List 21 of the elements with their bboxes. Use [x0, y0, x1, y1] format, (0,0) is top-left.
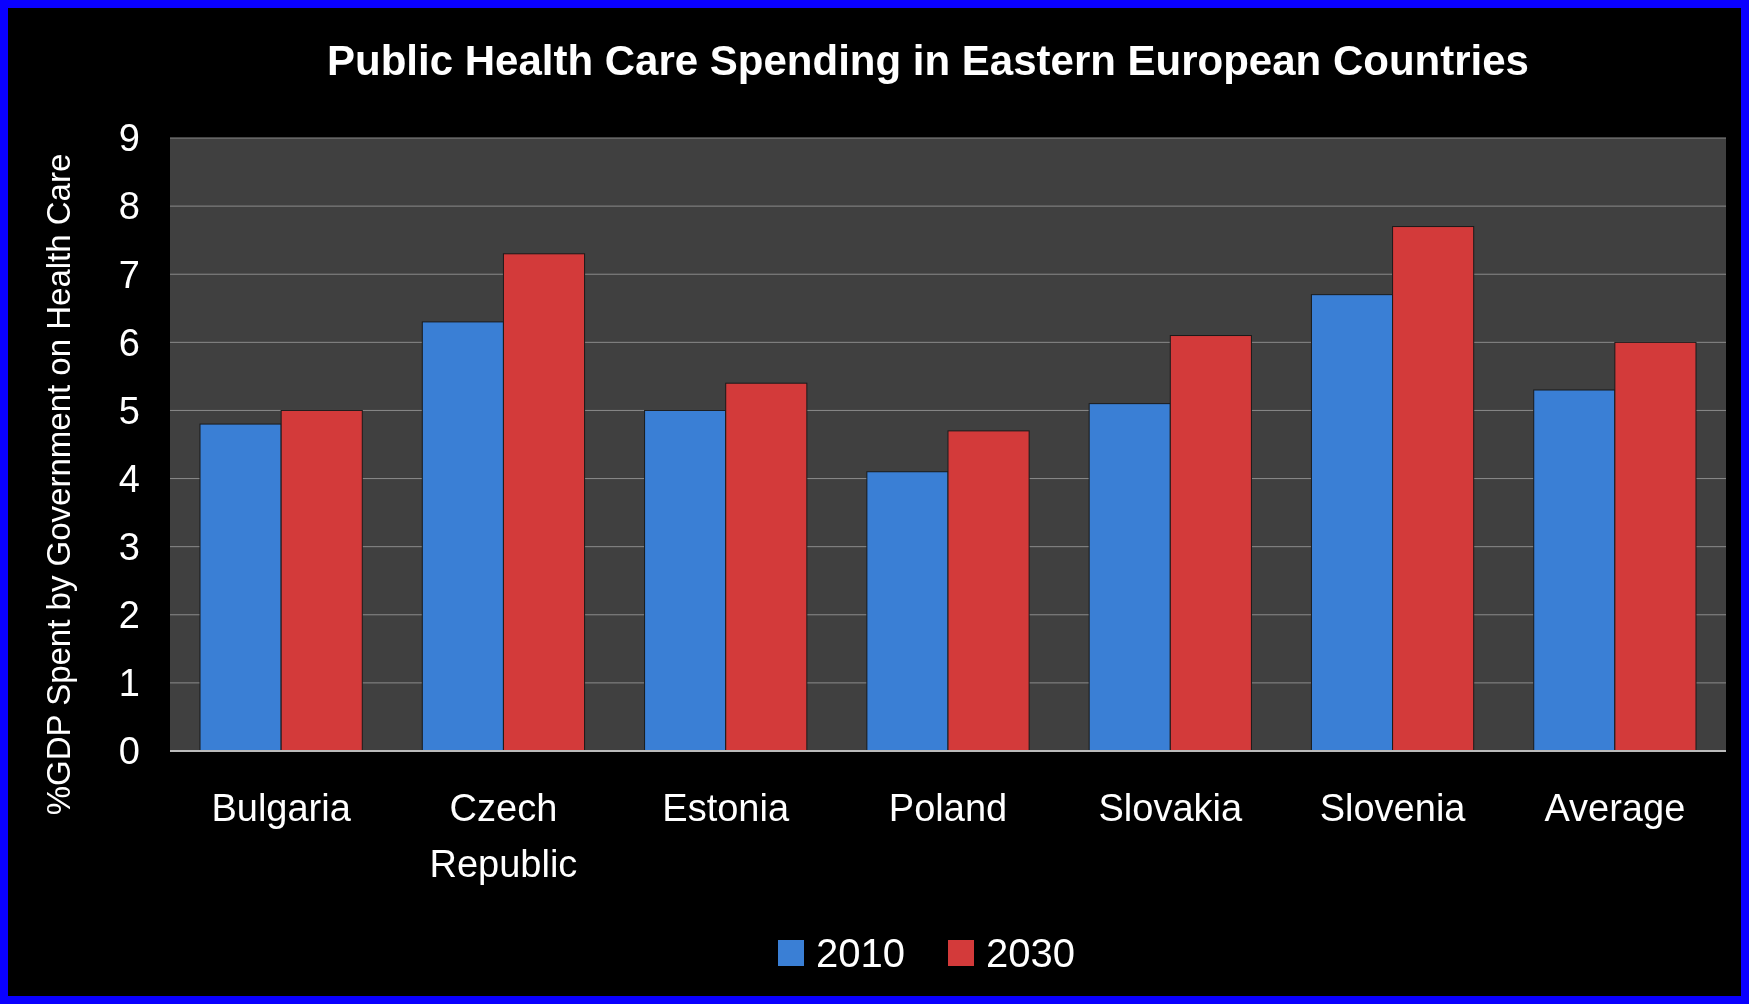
x-tick-label: Slovenia — [1319, 787, 1467, 829]
y-tick-label: 3 — [118, 525, 140, 568]
y-tick-label: 9 — [118, 117, 140, 160]
x-tick-label: Slovakia — [1098, 787, 1243, 829]
y-tick-label: 4 — [118, 457, 140, 500]
legend-label: 2010 — [816, 931, 905, 975]
y-tick-label: 7 — [118, 253, 140, 296]
x-tick-label: Estonia — [662, 787, 790, 829]
y-tick-label: 0 — [118, 730, 140, 773]
y-axis-title: %GDP Spent by Government on Health Care — [40, 153, 77, 816]
y-tick-label: 8 — [118, 185, 140, 228]
y-tick-label: 2 — [118, 594, 140, 637]
y-tick-label: 5 — [118, 389, 140, 432]
chart-title: Public Health Care Spending in Eastern European Countries — [327, 37, 1529, 84]
y-tick-label: 1 — [118, 662, 140, 705]
x-tick-label: Average — [1544, 787, 1686, 829]
y-tick-label: 6 — [118, 321, 140, 364]
x-tick-label: Bulgaria — [211, 787, 352, 829]
x-tick-label: Czech Republic — [429, 787, 578, 885]
x-tick-label: Poland — [888, 787, 1008, 829]
legend-label: 2030 — [986, 931, 1075, 975]
